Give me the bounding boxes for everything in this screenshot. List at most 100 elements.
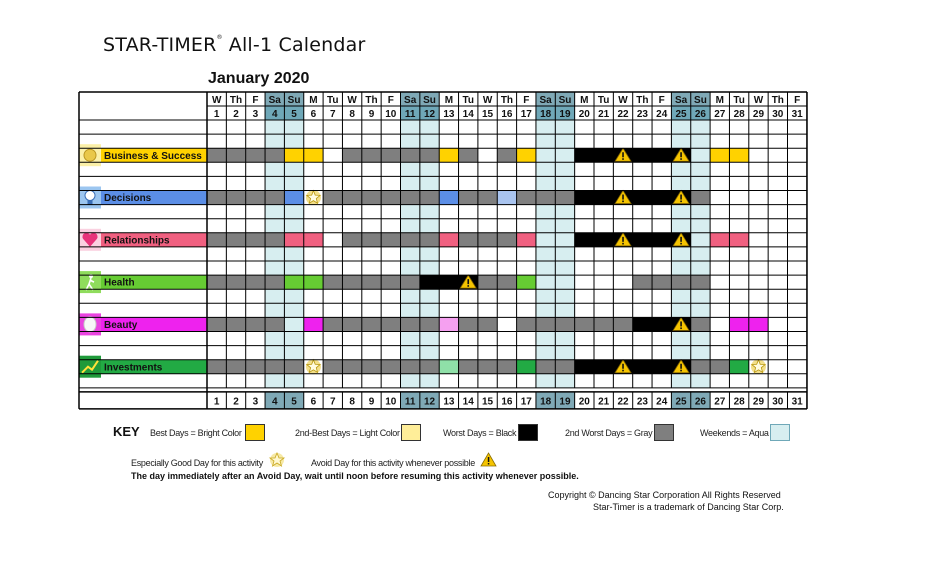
activity-label-beauty: Beauty <box>104 320 138 331</box>
day-of-week-label: F <box>659 95 665 106</box>
footer-day-number-label: 20 <box>579 396 591 407</box>
activity-label-cell-relationships <box>101 232 207 247</box>
gray-day-cell <box>381 232 401 247</box>
day-number-label: 28 <box>734 109 746 120</box>
gray-day-cell <box>516 317 536 332</box>
light-day-cell <box>439 359 459 374</box>
black-day-cell <box>594 190 614 205</box>
gray-day-cell <box>284 359 304 374</box>
gray-day-cell <box>361 232 382 247</box>
activity-label-health: Health <box>104 278 135 289</box>
day-of-week-label: Sa <box>404 95 417 106</box>
day-of-week-label: Sa <box>540 95 553 106</box>
day-of-week-label: F <box>794 95 800 106</box>
bright-day-cell <box>516 359 536 374</box>
black-day-cell <box>632 359 653 374</box>
day-of-week-label: Th <box>636 95 648 106</box>
black-day-cell <box>439 275 459 290</box>
footer-day-number-label: 11 <box>405 396 416 407</box>
footer-day-number-label: 29 <box>753 396 765 407</box>
bulb-base-icon <box>87 200 93 205</box>
gray-day-cell <box>361 190 382 205</box>
weekend-footer-cell <box>400 391 420 409</box>
gray-day-cell <box>207 317 227 332</box>
day-number-label: 8 <box>349 109 355 120</box>
avoid-day-warning-icon <box>614 147 632 162</box>
gray-day-cell <box>477 232 498 247</box>
weekend-header-cell <box>419 106 440 120</box>
footer-day-number-label: 22 <box>617 396 629 407</box>
gray-day-cell <box>497 275 517 290</box>
gray-day-cell <box>207 148 227 163</box>
gray-day-cell <box>342 232 362 247</box>
gray-day-cell <box>477 317 498 332</box>
copyright-text: Copyright © Dancing Star Corporation All… <box>548 490 781 500</box>
footer-day-number-label: 14 <box>463 396 475 407</box>
gray-day-cell <box>245 190 266 205</box>
weekend-column <box>555 120 575 388</box>
footer-day-number-label: 28 <box>734 396 746 407</box>
gray-day-cell <box>226 317 246 332</box>
weekend-header-cell <box>284 106 304 120</box>
gray-day-cell <box>555 317 575 332</box>
day-of-week-label: W <box>347 95 357 106</box>
footer-day-number-label: 30 <box>772 396 784 407</box>
gray-day-cell <box>342 148 362 163</box>
trademark-text: Star-Timer is a trademark of Dancing Sta… <box>593 502 784 512</box>
gray-day-cell <box>419 190 440 205</box>
footer-day-number-label: 13 <box>443 396 455 407</box>
brand-name: STAR-TIMER <box>103 34 217 56</box>
day-of-week-label: Sa <box>675 95 688 106</box>
day-of-week-label: M <box>309 95 317 106</box>
black-day-cell <box>594 148 614 163</box>
month-title: January 2020 <box>208 70 310 87</box>
bright-day-cell <box>439 232 459 247</box>
gray-day-cell <box>400 317 420 332</box>
black-day-cell <box>574 232 594 247</box>
avoid-day-warning-icon <box>672 232 690 247</box>
avoid-day-warning-icon <box>672 189 690 204</box>
day-number-label: 11 <box>405 109 416 120</box>
day-of-week-label: M <box>716 95 724 106</box>
footer-day-number-label: 25 <box>676 396 688 407</box>
gray-day-cell <box>710 359 730 374</box>
day-number-label: 2 <box>233 109 239 120</box>
day-number-label: 3 <box>253 109 259 120</box>
footer-day-number-label: 6 <box>311 396 317 407</box>
key-second-worst-swatch <box>654 424 674 441</box>
day-of-week-label: Su <box>423 95 436 106</box>
weekend-column <box>535 120 556 388</box>
weekend-footer-cell <box>284 391 304 409</box>
gray-day-cell <box>342 317 362 332</box>
footer-day-number-label: 23 <box>637 396 649 407</box>
day-number-label: 19 <box>559 109 571 120</box>
day-of-week-label: Sa <box>269 95 282 106</box>
key-avoid-day-label: Avoid Day for this activity whenever pos… <box>311 458 475 468</box>
day-of-week-label: W <box>754 95 764 106</box>
weekend-header-cell <box>265 106 285 120</box>
gray-day-cell <box>207 275 227 290</box>
light-day-cell <box>497 190 517 205</box>
footer-day-number-label: 31 <box>792 396 804 407</box>
key-best-swatch <box>245 424 265 441</box>
gray-day-cell <box>245 317 266 332</box>
key-weekends-label: Weekends = Aqua <box>700 428 769 438</box>
gray-day-cell <box>458 190 478 205</box>
footer-day-number-label: 7 <box>330 396 336 407</box>
day-of-week-label: W <box>483 95 493 106</box>
bulb-glass-icon <box>84 190 96 201</box>
weekend-footer-cell <box>690 391 711 409</box>
gray-day-cell <box>381 317 401 332</box>
bright-day-cell <box>284 190 304 205</box>
activity-label-cell-health <box>101 275 207 290</box>
bright-day-cell <box>303 232 324 247</box>
day-number-label: 24 <box>656 109 668 120</box>
avoid-day-note: The day immediately after an Avoid Day, … <box>131 471 579 481</box>
footer-day-number-label: 2 <box>233 396 239 407</box>
bright-day-cell <box>729 317 749 332</box>
gray-day-cell <box>400 275 420 290</box>
gray-day-cell <box>458 232 478 247</box>
gray-day-cell <box>632 275 653 290</box>
day-of-week-label: F <box>252 95 258 106</box>
gray-day-cell <box>265 359 285 374</box>
